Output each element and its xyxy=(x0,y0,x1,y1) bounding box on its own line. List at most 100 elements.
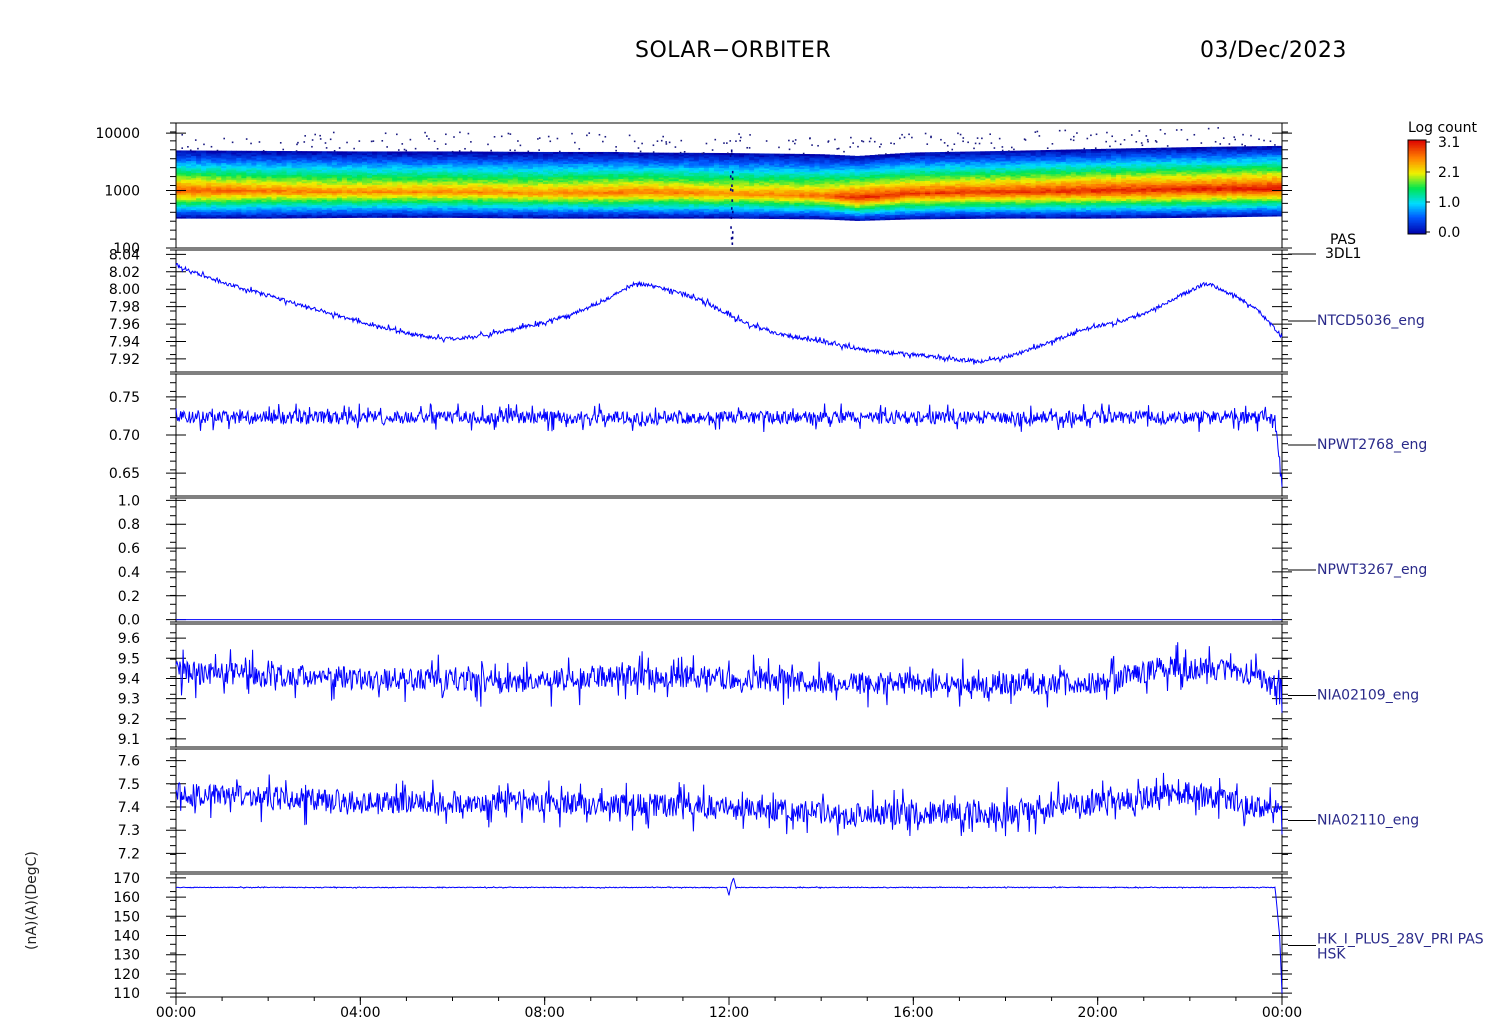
spectrogram-cell xyxy=(512,161,519,164)
spectrogram-cell xyxy=(668,164,675,167)
spectrogram-cell xyxy=(206,152,212,155)
spectrogram-cell xyxy=(331,192,338,195)
spectrogram-cell xyxy=(226,176,232,179)
spectrogram-cell xyxy=(512,214,519,217)
spectrogram-cell xyxy=(412,181,418,184)
spectrogram-cell xyxy=(563,166,569,169)
spectrogram-cell xyxy=(191,155,197,158)
spectrogram-cell xyxy=(749,171,755,174)
spectrogram-cell xyxy=(527,199,534,202)
spectrogram-cell xyxy=(196,155,202,158)
spectrogram-cell xyxy=(643,178,649,181)
spectrogram-cell xyxy=(241,191,247,194)
spectrogram-cell xyxy=(432,187,438,190)
spectrogram-cell xyxy=(331,162,338,165)
spectrogram-cell xyxy=(593,203,599,206)
spectrogram-cell xyxy=(206,208,212,211)
spectrogram-cell xyxy=(397,149,400,151)
spectrogram-cell xyxy=(542,181,549,184)
spectrogram-cell xyxy=(356,202,363,205)
spectrogram-cell xyxy=(336,197,343,200)
spectrogram-cell xyxy=(698,210,705,213)
spectrogram-cell xyxy=(387,176,393,179)
spectrogram-cell xyxy=(613,208,619,211)
spectrogram-cell xyxy=(372,215,378,218)
spectrogram-cell xyxy=(638,170,644,173)
spectrogram-cell xyxy=(372,151,378,154)
spectrogram-cell xyxy=(246,211,252,214)
spectrogram-cell xyxy=(442,187,448,190)
spectrogram-cell xyxy=(241,216,247,219)
spectrogram-cell xyxy=(522,183,529,186)
spectrogram-cell xyxy=(507,163,514,166)
spectrogram-cell xyxy=(703,210,710,213)
spectrogram-cell xyxy=(266,177,272,180)
spectrogram-cell xyxy=(467,212,474,215)
spectrogram-cell xyxy=(331,207,338,210)
spectrogram-cell xyxy=(638,211,644,214)
spectrogram-cell xyxy=(291,192,298,195)
spectrogram-cell xyxy=(422,174,428,177)
spectrogram-cell xyxy=(553,183,559,186)
spectrogram-cell xyxy=(739,177,745,180)
spectrogram-cell xyxy=(658,172,665,175)
spectrogram-cell xyxy=(346,189,353,192)
spectrogram-cell xyxy=(457,207,463,210)
spectrogram-cell xyxy=(281,194,287,197)
spectrogram-cell xyxy=(507,216,514,219)
spectrogram-cell xyxy=(532,165,539,168)
spectrogram-cell xyxy=(769,155,775,158)
spectrogram-cell xyxy=(628,198,634,201)
spectrogram-cell xyxy=(176,216,182,219)
spectrogram-cell xyxy=(633,191,639,194)
spectrogram-cell xyxy=(241,181,247,184)
spectrogram-cell xyxy=(542,204,549,208)
spectrogram-cell xyxy=(231,160,237,163)
spectrogram-cell xyxy=(633,208,639,211)
spectrogram-cell xyxy=(558,199,564,203)
spectrogram-cell xyxy=(744,197,750,200)
spectrogram-cell xyxy=(427,167,433,170)
spectrogram-cell xyxy=(744,166,750,169)
spectrogram-cell xyxy=(490,149,492,152)
spectrogram-cell xyxy=(356,159,363,162)
spectrogram-cell xyxy=(517,156,524,159)
spectrogram-cell xyxy=(176,206,182,209)
spectrogram-cell xyxy=(271,154,277,157)
spectrogram-cell xyxy=(563,163,569,166)
spectrogram-cell xyxy=(442,205,448,208)
spectrogram-cell xyxy=(688,175,695,178)
spectrogram-cell xyxy=(412,151,418,154)
spectrogram-cell xyxy=(683,154,690,157)
spectrogram-cell xyxy=(377,191,383,194)
date-label: 03/Dec/2023 xyxy=(1200,38,1347,63)
spectrogram-cell xyxy=(517,209,524,212)
spectrogram-cell xyxy=(331,182,338,185)
spectrogram-cell xyxy=(186,164,192,167)
spectrogram-cell xyxy=(683,190,690,193)
spectrogram-cell xyxy=(236,159,242,162)
spectrogram-cell xyxy=(377,159,383,162)
spectrogram-cell xyxy=(663,193,670,196)
spectrogram-cell xyxy=(648,187,654,190)
spectrogram-cell xyxy=(351,204,358,207)
spectrogram-cell xyxy=(618,213,624,216)
spectrogram-cell xyxy=(663,182,670,185)
spectrogram-cell xyxy=(729,180,735,183)
spectrogram-cell xyxy=(432,167,438,170)
spectrogram-cell xyxy=(216,167,222,170)
spectrogram-cell xyxy=(507,203,514,206)
spectrogram-cell xyxy=(472,196,479,199)
spectrogram-cell xyxy=(187,145,189,148)
spectrogram-cell xyxy=(769,171,775,174)
spectrogram-cell xyxy=(578,208,584,211)
spectrogram-cell xyxy=(241,150,247,153)
spectrogram-cell xyxy=(482,158,489,161)
spectrogram-cell xyxy=(769,192,775,195)
spectrogram-cell xyxy=(593,158,599,161)
spectrogram-cell xyxy=(713,169,720,172)
spectrogram-cell xyxy=(769,173,775,176)
spectrogram-cell xyxy=(206,202,212,206)
mission-title: SOLAR−ORBITER xyxy=(635,38,832,63)
spectrogram-cell xyxy=(326,182,333,185)
